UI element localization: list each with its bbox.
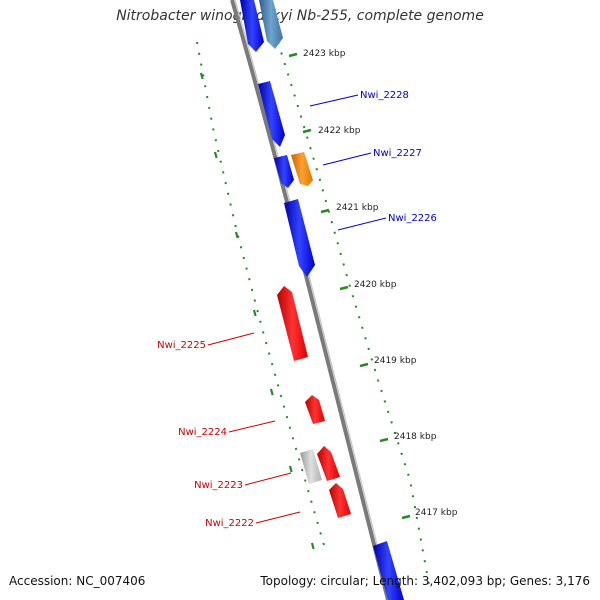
tick-label-2418: 2418 kbp (394, 432, 437, 442)
inner-ruler-dots (196, 41, 327, 553)
topology-text: Topology: circular; Length: 3,402,093 bp… (260, 574, 590, 588)
outer-ruler-dots (277, 41, 431, 591)
svg-text:Nwi_2224[interactable]: Nwi_2224 (178, 427, 227, 438)
inner-ruler-major-ticks (199, 72, 315, 550)
svg-text:Nwi_2227[interactable]: Nwi_2227 (373, 148, 422, 159)
kbp-tick-2417: 2417 kbp (401, 508, 458, 520)
gene-arrow-top-steel (259, 0, 283, 49)
gene-arrow-nwi-2225 (277, 286, 308, 361)
gene-arrow-nwi-2227 (291, 152, 313, 186)
tick-label-2423: 2423 kbp (303, 49, 346, 59)
kbp-tick-2419: 2419 kbp (359, 356, 417, 368)
gene-label-nwi-2228[interactable]: Nwi_2228 (309, 90, 409, 107)
kbp-tick-2422: 2422 kbp (302, 126, 361, 136)
tick-label-2420: 2420 kbp (354, 280, 397, 290)
gene-label-nwi-2226[interactable]: Nwi_2226 (337, 213, 437, 231)
gene-arrow-nwi-2228 (258, 81, 285, 147)
gene-arrow-nwi-2224 (305, 395, 325, 424)
inner-major-tick (252, 309, 257, 317)
gene-arrow-nwi-2223 (317, 446, 340, 481)
svg-text:Nwi_2222[interactable]: Nwi_2222 (205, 518, 254, 529)
gene-label-nwi-2222[interactable]: Nwi_2222 (205, 511, 301, 529)
tick-label-2422: 2422 kbp (318, 126, 361, 136)
tick-label-2421: 2421 kbp (336, 203, 379, 213)
gene-arrow-nwi-2222 (329, 483, 351, 518)
gene-arrow-bottom-blue (373, 541, 404, 600)
gene-label-nwi-2223[interactable]: Nwi_2223 (194, 472, 292, 491)
gene-label-nwi-2225[interactable]: Nwi_2225 (157, 332, 255, 351)
gene-label-nwi-2224[interactable]: Nwi_2224 (178, 420, 276, 438)
gene-arrow-top-blue (240, 0, 264, 52)
gene-arrow-nwi-2227-blue (274, 155, 294, 188)
accession-text: Accession: NC_007406 (9, 574, 146, 588)
tick-label-2419: 2419 kbp (374, 356, 417, 366)
svg-text:Nwi_2226[interactable]: Nwi_2226 (388, 213, 437, 224)
gene-arrow-gray (300, 449, 322, 484)
map-title: Nitrobacter winogradskyi Nb-255, complet… (116, 8, 484, 24)
inner-major-tick (310, 542, 315, 550)
gene-arrow-nwi-2226 (284, 199, 315, 277)
inner-major-tick (269, 388, 274, 396)
inner-major-tick (213, 151, 218, 159)
inner-major-tick (199, 72, 204, 80)
kbp-tick-2420: 2420 kbp (339, 280, 397, 291)
gene-label-nwi-2227[interactable]: Nwi_2227 (322, 148, 422, 166)
svg-text:Nwi_2225[interactable]: Nwi_2225 (157, 340, 206, 351)
svg-text:Nwi_2228[interactable]: Nwi_2228 (360, 90, 409, 101)
inner-major-tick (288, 465, 293, 473)
inner-major-tick (234, 231, 239, 239)
kbp-tick-2421: 2421 kbp (320, 203, 379, 214)
kbp-tick-2423: 2423 kbp (288, 49, 346, 59)
kbp-tick-2418: 2418 kbp (379, 432, 437, 443)
tick-label-2417: 2417 kbp (415, 508, 458, 518)
svg-text:Nwi_2223[interactable]: Nwi_2223 (194, 480, 243, 491)
